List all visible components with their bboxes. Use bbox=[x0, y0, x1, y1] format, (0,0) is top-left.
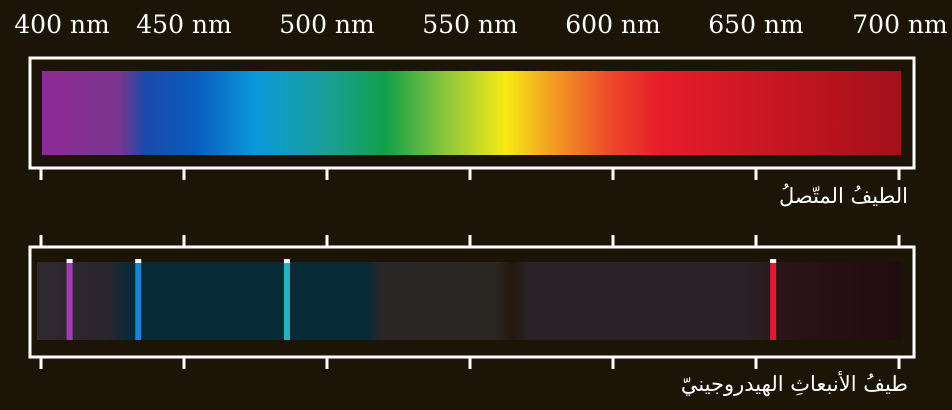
tick-label-400: 400 nm bbox=[14, 10, 110, 39]
emission-line-cap-486 bbox=[283, 259, 290, 263]
tick-label-550: 550 nm bbox=[422, 10, 518, 39]
tick-label-450: 450 nm bbox=[136, 10, 232, 39]
emission-line-cap-656 bbox=[770, 259, 777, 263]
emission-line-410 bbox=[66, 262, 73, 340]
emission-line-cap-434 bbox=[135, 259, 142, 263]
tick-label-600: 600 nm bbox=[565, 10, 661, 39]
emission-line-656 bbox=[770, 262, 777, 340]
tick-marks bbox=[39, 168, 901, 369]
emission-line-486 bbox=[283, 262, 290, 340]
continuous-spectrum-label: الطيفُ المتّصلُ bbox=[778, 184, 908, 208]
hydrogen-spectrum-label: طيفُ الأنبعاثِ الهيدروجينيّ bbox=[680, 372, 908, 396]
tick-label-500: 500 nm bbox=[279, 10, 375, 39]
tick-label-700: 700 nm bbox=[852, 10, 948, 39]
emission-lines bbox=[66, 259, 777, 340]
tick-label-650: 650 nm bbox=[708, 10, 804, 39]
emission-line-cap-410 bbox=[66, 259, 73, 263]
continuous-spectrum-band bbox=[42, 71, 901, 155]
hydrogen-spectrum-frame bbox=[28, 245, 916, 359]
continuous-spectrum-frame bbox=[28, 56, 916, 170]
hydrogen-spectrum-band bbox=[37, 262, 901, 340]
emission-line-434 bbox=[135, 262, 142, 340]
